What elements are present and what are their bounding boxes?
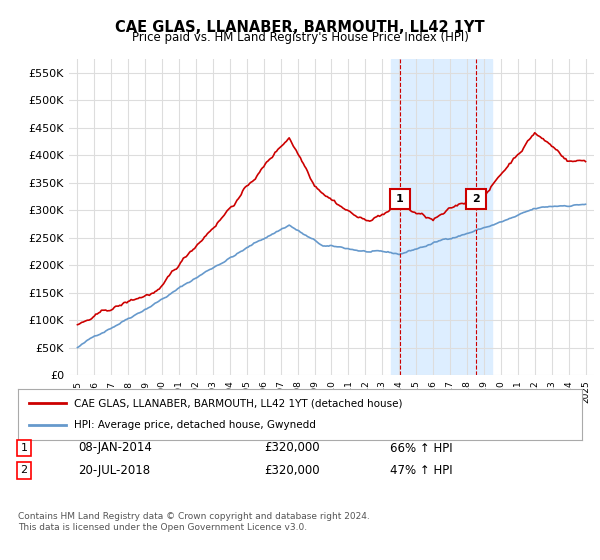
Text: £320,000: £320,000: [264, 464, 320, 477]
Text: 1: 1: [396, 194, 404, 204]
Text: 66% ↑ HPI: 66% ↑ HPI: [390, 441, 452, 455]
Text: CAE GLAS, LLANABER, BARMOUTH, LL42 1YT: CAE GLAS, LLANABER, BARMOUTH, LL42 1YT: [115, 20, 485, 35]
Text: CAE GLAS, LLANABER, BARMOUTH, LL42 1YT (detached house): CAE GLAS, LLANABER, BARMOUTH, LL42 1YT (…: [74, 398, 403, 408]
Text: 08-JAN-2014: 08-JAN-2014: [78, 441, 152, 455]
Text: £320,000: £320,000: [264, 441, 320, 455]
Text: 2: 2: [20, 465, 28, 475]
Text: 20-JUL-2018: 20-JUL-2018: [78, 464, 150, 477]
Text: Contains HM Land Registry data © Crown copyright and database right 2024.
This d: Contains HM Land Registry data © Crown c…: [18, 512, 370, 532]
Bar: [391, 59, 493, 375]
Text: 2: 2: [472, 194, 480, 204]
Text: 47% ↑ HPI: 47% ↑ HPI: [390, 464, 452, 477]
Text: HPI: Average price, detached house, Gwynedd: HPI: Average price, detached house, Gwyn…: [74, 421, 316, 431]
Text: Price paid vs. HM Land Registry's House Price Index (HPI): Price paid vs. HM Land Registry's House …: [131, 31, 469, 44]
Text: 1: 1: [20, 443, 28, 453]
